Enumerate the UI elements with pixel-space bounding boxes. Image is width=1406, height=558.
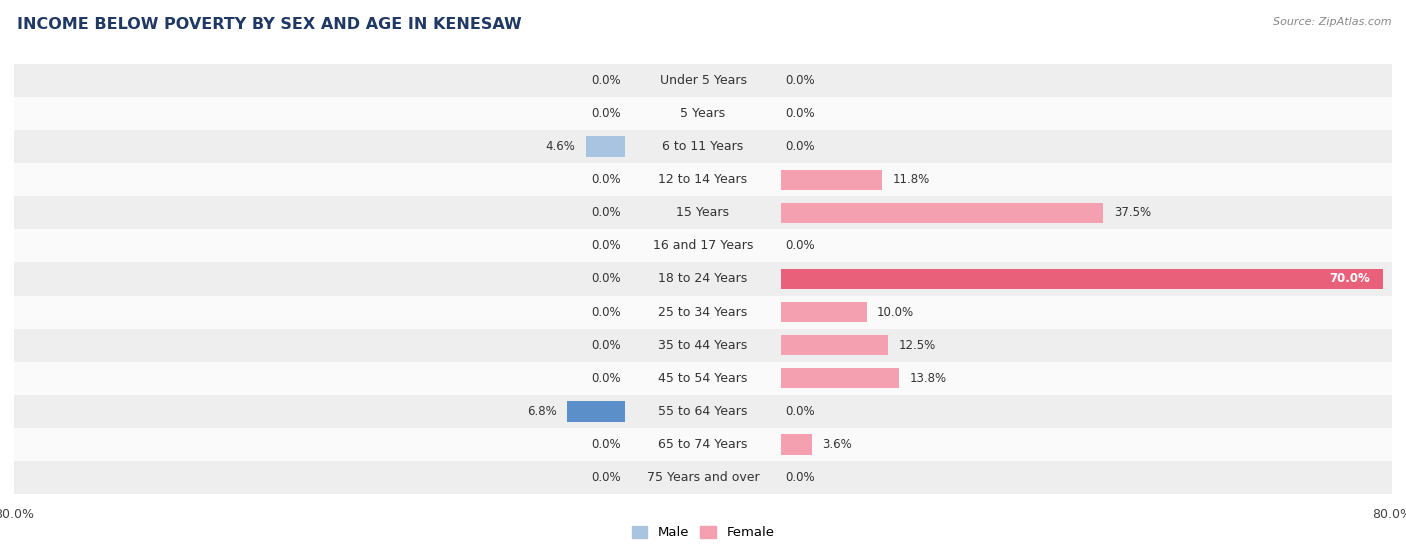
Text: 6 to 11 Years: 6 to 11 Years xyxy=(662,140,744,153)
Bar xyxy=(14,362,1392,395)
Text: 11.8%: 11.8% xyxy=(893,174,929,186)
Text: 65 to 74 Years: 65 to 74 Years xyxy=(658,438,748,451)
Bar xyxy=(14,329,1392,362)
Text: 0.0%: 0.0% xyxy=(592,174,621,186)
Text: 45 to 54 Years: 45 to 54 Years xyxy=(658,372,748,384)
Text: 12 to 14 Years: 12 to 14 Years xyxy=(658,174,748,186)
Bar xyxy=(586,137,626,157)
Text: 3.6%: 3.6% xyxy=(823,438,852,451)
Bar xyxy=(14,395,1392,428)
Bar xyxy=(14,196,1392,229)
Text: 16 and 17 Years: 16 and 17 Years xyxy=(652,239,754,252)
Bar xyxy=(567,401,626,421)
Text: 13.8%: 13.8% xyxy=(910,372,946,384)
Bar xyxy=(780,335,889,355)
Text: 70.0%: 70.0% xyxy=(1330,272,1371,286)
Text: 15 Years: 15 Years xyxy=(676,206,730,219)
Bar xyxy=(14,296,1392,329)
Text: 0.0%: 0.0% xyxy=(785,405,814,418)
Text: 0.0%: 0.0% xyxy=(592,438,621,451)
Bar xyxy=(14,130,1392,163)
Text: 18 to 24 Years: 18 to 24 Years xyxy=(658,272,748,286)
Bar xyxy=(14,262,1392,296)
Text: 0.0%: 0.0% xyxy=(592,306,621,319)
Text: 0.0%: 0.0% xyxy=(785,107,814,120)
Text: 37.5%: 37.5% xyxy=(1114,206,1152,219)
Bar xyxy=(14,428,1392,461)
Bar xyxy=(14,64,1392,97)
Text: 0.0%: 0.0% xyxy=(785,140,814,153)
Text: 0.0%: 0.0% xyxy=(592,74,621,87)
Bar xyxy=(780,434,811,455)
Text: 0.0%: 0.0% xyxy=(592,239,621,252)
Text: Source: ZipAtlas.com: Source: ZipAtlas.com xyxy=(1274,17,1392,27)
Text: INCOME BELOW POVERTY BY SEX AND AGE IN KENESAW: INCOME BELOW POVERTY BY SEX AND AGE IN K… xyxy=(17,17,522,32)
Bar xyxy=(780,269,1384,289)
Text: 55 to 64 Years: 55 to 64 Years xyxy=(658,405,748,418)
Bar xyxy=(14,229,1392,262)
Text: 75 Years and over: 75 Years and over xyxy=(647,471,759,484)
Text: 0.0%: 0.0% xyxy=(592,372,621,384)
Text: 0.0%: 0.0% xyxy=(592,206,621,219)
Bar xyxy=(14,461,1392,494)
Bar xyxy=(780,368,900,388)
Text: 0.0%: 0.0% xyxy=(592,471,621,484)
Text: 5 Years: 5 Years xyxy=(681,107,725,120)
Text: 0.0%: 0.0% xyxy=(785,239,814,252)
Text: 0.0%: 0.0% xyxy=(592,272,621,286)
Text: 35 to 44 Years: 35 to 44 Years xyxy=(658,339,748,352)
Bar xyxy=(14,97,1392,130)
Text: 0.0%: 0.0% xyxy=(592,107,621,120)
Text: 4.6%: 4.6% xyxy=(546,140,575,153)
Text: 0.0%: 0.0% xyxy=(785,74,814,87)
Text: 10.0%: 10.0% xyxy=(877,306,914,319)
Text: 0.0%: 0.0% xyxy=(785,471,814,484)
Bar xyxy=(14,163,1392,196)
Text: 12.5%: 12.5% xyxy=(898,339,936,352)
Bar xyxy=(780,302,866,323)
Text: 25 to 34 Years: 25 to 34 Years xyxy=(658,306,748,319)
Legend: Male, Female: Male, Female xyxy=(626,521,780,545)
Text: 0.0%: 0.0% xyxy=(592,339,621,352)
Bar xyxy=(780,203,1104,223)
Text: 6.8%: 6.8% xyxy=(527,405,557,418)
Bar xyxy=(780,170,882,190)
Text: Under 5 Years: Under 5 Years xyxy=(659,74,747,87)
